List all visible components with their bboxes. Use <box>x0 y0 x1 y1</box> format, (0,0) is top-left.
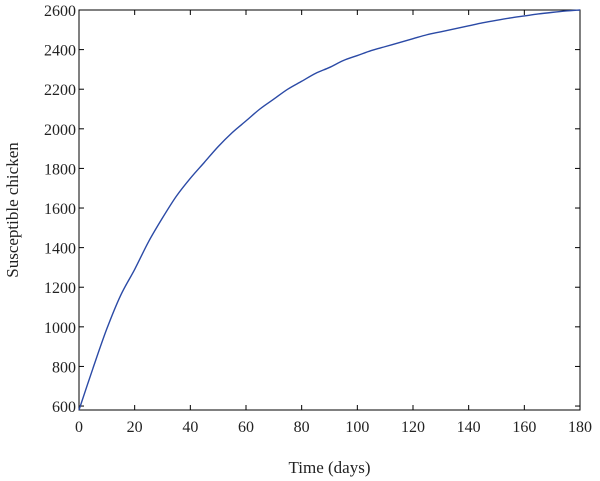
series-line-susceptible <box>78 9 581 411</box>
y-tick-label: 2000 <box>44 122 76 139</box>
y-tick-label: 800 <box>52 359 76 376</box>
x-axis-label: Time (days) <box>288 458 370 477</box>
x-tick-label: 20 <box>127 419 143 436</box>
x-tick-label: 140 <box>457 419 481 436</box>
y-tick-label: 1400 <box>44 241 76 258</box>
y-tick-label: 1800 <box>44 161 76 178</box>
x-tick-label: 80 <box>294 419 310 436</box>
y-tick-label: 2400 <box>44 43 76 60</box>
y-axis-ticks: 600 800 1000 1200 1400 1600 1800 2000 2200 2400 26… <box>44 3 580 416</box>
x-tick-label: 160 <box>512 419 536 436</box>
x-tick-label: 100 <box>345 419 369 436</box>
y-axis-label: Susceptible chicken <box>3 142 22 278</box>
x-tick-label: 120 <box>401 419 425 436</box>
x-axis-ticks: 0 20 40 60 80 100 120 140 160 180 <box>75 10 592 436</box>
plot-frame <box>78 9 581 411</box>
x-tick-label: 0 <box>75 419 83 436</box>
x-tick-label: 60 <box>238 419 254 436</box>
y-tick-label: 1000 <box>44 320 76 337</box>
x-tick-label: 180 <box>568 419 592 436</box>
y-tick-label: 1600 <box>44 201 76 218</box>
y-tick-label: 2600 <box>44 3 76 20</box>
x-tick-label: 40 <box>182 419 198 436</box>
y-tick-label: 1200 <box>44 280 76 297</box>
y-tick-label: 600 <box>52 399 76 416</box>
y-tick-label: 2200 <box>44 82 76 99</box>
